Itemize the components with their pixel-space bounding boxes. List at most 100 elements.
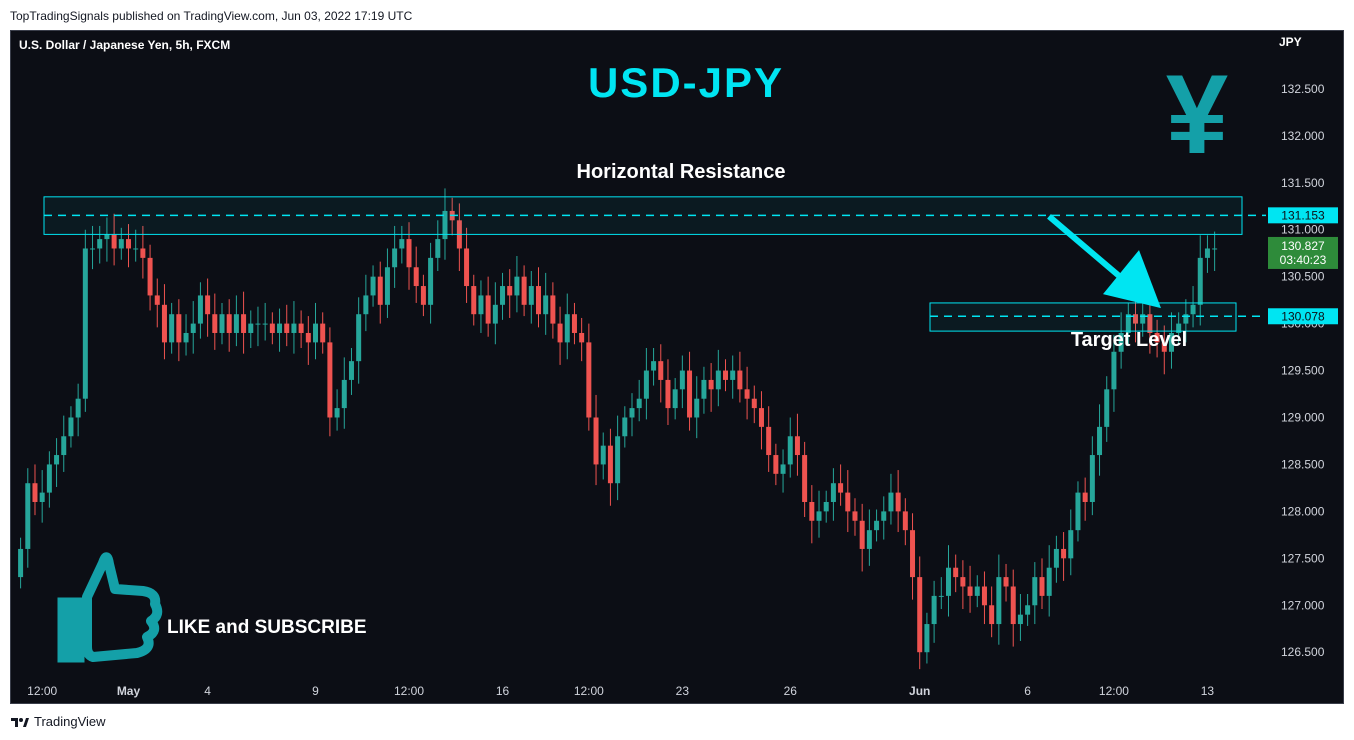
candle-body	[356, 314, 362, 362]
candle-body	[543, 295, 549, 315]
candle-body	[1039, 577, 1045, 596]
candle-body	[212, 314, 218, 333]
candle-body	[269, 323, 275, 333]
candle-body	[500, 286, 506, 305]
candle-body	[1154, 332, 1160, 343]
candle-body	[643, 370, 649, 399]
candle-body	[1025, 605, 1031, 615]
candle-body	[118, 239, 124, 249]
zones-layer	[43, 196, 1266, 332]
candle-body	[370, 276, 376, 296]
candle-body	[744, 389, 750, 399]
candle-body	[1075, 492, 1081, 531]
thumbs-up-icon	[57, 552, 163, 663]
y-tick-label: 131.000	[1281, 223, 1325, 237]
target-zone-box	[929, 302, 1237, 332]
x-tick-label: 16	[496, 684, 510, 698]
x-tick-label: 13	[1201, 684, 1215, 698]
candle-body	[205, 295, 211, 315]
candle-body	[320, 323, 326, 343]
candle-body	[291, 323, 297, 333]
candle-body	[550, 295, 556, 324]
candle-body	[917, 577, 923, 653]
candle-body	[1111, 351, 1117, 390]
candle-body	[989, 605, 995, 625]
candle-body	[564, 314, 570, 343]
candle-body	[931, 595, 937, 625]
candle-body	[615, 436, 621, 484]
y-tick-label: 127.000	[1281, 598, 1325, 612]
candle-body	[1032, 577, 1038, 606]
current-price-tag	[1268, 236, 1338, 269]
candle-body	[622, 417, 628, 437]
arrow-shaft	[1047, 214, 1133, 289]
candle-body	[888, 492, 894, 512]
candle-body	[730, 370, 736, 380]
y-axis: 132.500 132.000 131.500 131.000 130.500 130.0…	[1268, 82, 1338, 659]
x-tick-label: 12:00	[27, 684, 57, 698]
candle-body	[816, 511, 822, 521]
candle-body	[492, 304, 498, 324]
candle-body	[794, 436, 800, 456]
candle-body	[428, 257, 434, 305]
candle-body	[953, 567, 959, 578]
candle-body	[672, 389, 678, 409]
x-tick-label: 4	[204, 684, 211, 698]
candle-body	[960, 577, 966, 587]
y-tick-label: 128.500	[1281, 457, 1325, 471]
candle-body	[902, 511, 908, 531]
candle-body	[348, 361, 354, 380]
candle-body	[147, 257, 153, 296]
y-tick-label: 127.500	[1281, 551, 1325, 565]
candle-body	[773, 455, 779, 474]
candle-body	[97, 239, 103, 249]
candle-body	[75, 398, 81, 418]
candle-body	[183, 332, 189, 343]
candle-body	[341, 379, 347, 409]
candle-body	[248, 323, 254, 333]
candle-body	[593, 417, 599, 465]
candle-body	[910, 530, 916, 578]
countdown-label: 03:40:23	[1280, 253, 1327, 267]
candle-body	[169, 314, 175, 343]
candle-body	[715, 370, 721, 390]
candle-body	[507, 286, 513, 296]
price-chart[interactable]: 132.500 132.000 131.500 131.000 130.500 130.0…	[11, 31, 1343, 703]
candle-body	[557, 323, 563, 343]
candle-body	[535, 286, 541, 315]
candle-body	[39, 492, 45, 502]
arrow-head	[1103, 250, 1161, 309]
candle-body	[1118, 332, 1124, 352]
candle-body	[1061, 548, 1067, 559]
candle-body	[981, 586, 987, 606]
like-subscribe-text[interactable]: LIKE and SUBSCRIBE	[167, 617, 367, 638]
candle-body	[1204, 248, 1210, 258]
y-tick-label: 126.500	[1281, 645, 1325, 659]
candle-body	[54, 455, 60, 465]
headline-title: USD-JPY	[588, 59, 784, 106]
x-tick-label: 12:00	[574, 684, 604, 698]
candle-body	[1097, 426, 1103, 456]
candle-body	[766, 426, 772, 456]
candle-body	[46, 464, 52, 493]
y-tick-label: 129.000	[1281, 410, 1325, 424]
candle-body	[708, 379, 714, 390]
candle-body	[874, 520, 880, 531]
candle-body	[363, 295, 369, 315]
y-tick-label: 130.500	[1281, 270, 1325, 284]
candle-body	[485, 295, 491, 324]
candle-body	[859, 520, 865, 549]
price-tag-box	[1268, 308, 1338, 325]
candle-body	[996, 577, 1002, 625]
publisher-line: TopTradingSignals published on TradingVi…	[10, 9, 413, 23]
x-tick-label: 9	[312, 684, 319, 698]
candle-body	[737, 370, 743, 390]
candle-body	[413, 267, 419, 287]
candle-body	[1089, 455, 1095, 502]
candle-body	[464, 248, 470, 287]
candle-body	[111, 234, 117, 249]
candle-body	[1190, 304, 1196, 315]
candle-body	[478, 295, 484, 315]
candle-body	[1183, 314, 1189, 324]
candle-body	[1053, 548, 1059, 568]
